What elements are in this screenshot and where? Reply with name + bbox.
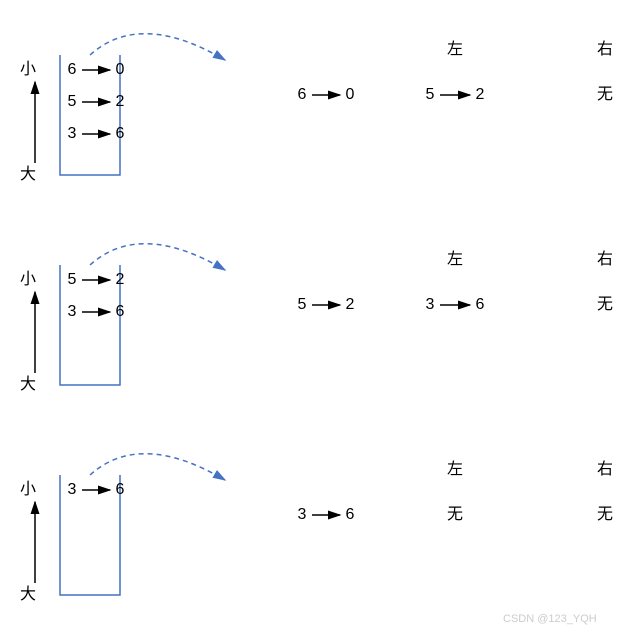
right-text: 无 bbox=[597, 506, 613, 523]
stack-item-1-val: 2 bbox=[116, 93, 125, 110]
watermark: CSDN @123_YQH bbox=[503, 613, 597, 625]
stack-item-0-val: 2 bbox=[116, 271, 125, 288]
left-text: 无 bbox=[447, 506, 463, 523]
pop-arrow bbox=[90, 244, 225, 270]
stack-item-2-val: 6 bbox=[116, 125, 125, 142]
left-key: 5 bbox=[426, 86, 435, 103]
left-key: 3 bbox=[426, 296, 435, 313]
popped-key: 5 bbox=[298, 296, 307, 313]
stack-item-0-val: 6 bbox=[116, 481, 125, 498]
panel-2: 3 6 小大 3 6 左 右无 无 bbox=[20, 454, 613, 604]
stack-item-1-key: 5 bbox=[68, 93, 77, 110]
popped-key: 6 bbox=[298, 86, 307, 103]
stack-item-0-key: 6 bbox=[68, 61, 77, 78]
label-big: 大 bbox=[20, 165, 36, 183]
popped-key: 3 bbox=[298, 506, 307, 523]
header-right: 右 bbox=[597, 40, 613, 58]
stack-item-2-key: 3 bbox=[68, 125, 77, 142]
stack-item-1-val: 6 bbox=[116, 303, 125, 320]
left-val: 6 bbox=[476, 296, 485, 313]
panel-1: 5 2 3 6 小大 5 2 左 右 3 6 无 bbox=[20, 244, 613, 394]
label-small: 小 bbox=[20, 270, 36, 288]
header-left: 左 bbox=[447, 460, 463, 478]
stack-item-0-val: 0 bbox=[116, 61, 125, 78]
panel-0: 6 0 5 2 3 6 小大 6 0 左 右 5 2 无 bbox=[20, 34, 613, 184]
label-big: 大 bbox=[20, 585, 36, 603]
header-right: 右 bbox=[597, 460, 613, 478]
stack-item-0-key: 5 bbox=[68, 271, 77, 288]
label-small: 小 bbox=[20, 60, 36, 78]
stack-item-0-key: 3 bbox=[68, 481, 77, 498]
popped-val: 2 bbox=[346, 296, 355, 313]
label-big: 大 bbox=[20, 375, 36, 393]
popped-val: 0 bbox=[346, 86, 355, 103]
stack-item-1-key: 3 bbox=[68, 303, 77, 320]
right-text: 无 bbox=[597, 296, 613, 313]
header-left: 左 bbox=[447, 40, 463, 58]
pop-arrow bbox=[90, 34, 225, 60]
left-val: 2 bbox=[476, 86, 485, 103]
label-small: 小 bbox=[20, 480, 36, 498]
header-right: 右 bbox=[597, 250, 613, 268]
header-left: 左 bbox=[447, 250, 463, 268]
popped-val: 6 bbox=[346, 506, 355, 523]
right-text: 无 bbox=[597, 86, 613, 103]
pop-arrow bbox=[90, 454, 225, 480]
